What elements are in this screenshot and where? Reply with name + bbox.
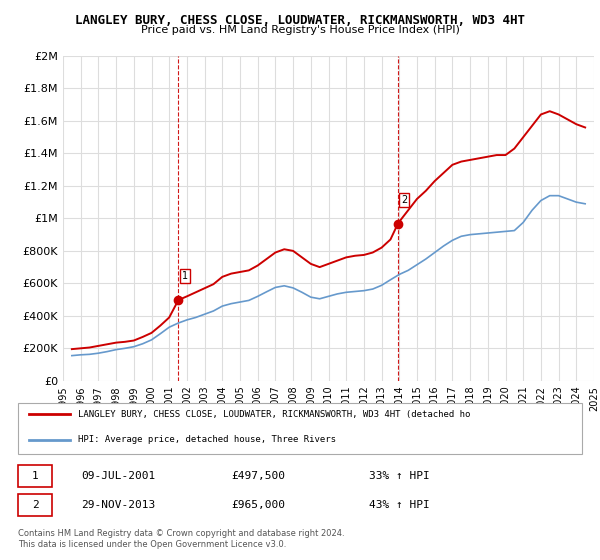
FancyBboxPatch shape xyxy=(18,465,52,487)
Text: £965,000: £965,000 xyxy=(231,500,285,510)
Text: LANGLEY BURY, CHESS CLOSE, LOUDWATER, RICKMANSWORTH, WD3 4HT: LANGLEY BURY, CHESS CLOSE, LOUDWATER, RI… xyxy=(75,14,525,27)
Text: 2: 2 xyxy=(401,195,407,205)
Text: HPI: Average price, detached house, Three Rivers: HPI: Average price, detached house, Thre… xyxy=(78,435,336,444)
Text: 09-JUL-2001: 09-JUL-2001 xyxy=(81,471,155,480)
Text: £497,500: £497,500 xyxy=(231,471,285,480)
Text: 33% ↑ HPI: 33% ↑ HPI xyxy=(369,471,430,480)
Text: 43% ↑ HPI: 43% ↑ HPI xyxy=(369,500,430,510)
Text: 29-NOV-2013: 29-NOV-2013 xyxy=(81,500,155,510)
FancyBboxPatch shape xyxy=(18,403,582,454)
Text: 2: 2 xyxy=(32,500,38,510)
Text: Contains HM Land Registry data © Crown copyright and database right 2024.
This d: Contains HM Land Registry data © Crown c… xyxy=(18,529,344,549)
Text: Price paid vs. HM Land Registry's House Price Index (HPI): Price paid vs. HM Land Registry's House … xyxy=(140,25,460,35)
Text: 1: 1 xyxy=(182,271,188,281)
Text: LANGLEY BURY, CHESS CLOSE, LOUDWATER, RICKMANSWORTH, WD3 4HT (detached ho: LANGLEY BURY, CHESS CLOSE, LOUDWATER, RI… xyxy=(78,410,470,419)
Text: 1: 1 xyxy=(32,471,38,480)
FancyBboxPatch shape xyxy=(18,494,52,516)
